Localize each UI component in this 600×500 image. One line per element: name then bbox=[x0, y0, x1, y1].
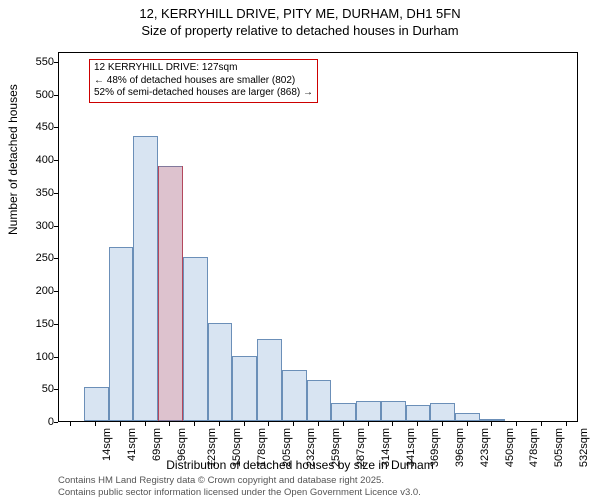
annotation-box: 12 KERRYHILL DRIVE: 127sqm ← 48% of deta… bbox=[89, 59, 318, 103]
histogram-bar bbox=[84, 387, 109, 421]
histogram-bar bbox=[109, 247, 134, 421]
footer-attribution: Contains HM Land Registry data © Crown c… bbox=[58, 475, 421, 498]
chart-container: 12, KERRYHILL DRIVE, PITY ME, DURHAM, DH… bbox=[0, 0, 600, 500]
y-tick-label: 200 bbox=[24, 285, 54, 297]
histogram-bar bbox=[430, 403, 455, 421]
x-tick-mark bbox=[120, 422, 121, 426]
x-tick-mark bbox=[442, 422, 443, 426]
title-block: 12, KERRYHILL DRIVE, PITY ME, DURHAM, DH… bbox=[0, 0, 600, 40]
y-tick-label: 500 bbox=[24, 89, 54, 101]
x-tick-mark bbox=[169, 422, 170, 426]
x-tick-label: 69sqm bbox=[151, 428, 163, 461]
histogram-bar bbox=[480, 419, 505, 421]
footer-line2: Contains public sector information licen… bbox=[58, 487, 421, 498]
histogram-bar bbox=[208, 323, 233, 421]
x-tick-label: 41sqm bbox=[126, 428, 138, 461]
title-subtitle: Size of property relative to detached ho… bbox=[0, 23, 600, 40]
y-tick-label: 100 bbox=[24, 351, 54, 363]
histogram-bar bbox=[282, 370, 307, 421]
y-axis-label: Number of detached houses bbox=[6, 84, 20, 235]
x-tick-mark bbox=[194, 422, 195, 426]
x-tick-mark bbox=[95, 422, 96, 426]
y-tick-label: 50 bbox=[24, 383, 54, 395]
annotation-line3: 52% of semi-detached houses are larger (… bbox=[94, 87, 313, 100]
y-tick-label: 550 bbox=[24, 56, 54, 68]
x-tick-mark bbox=[318, 422, 319, 426]
y-tick-label: 0 bbox=[24, 416, 54, 428]
x-tick-label: 14sqm bbox=[101, 428, 113, 461]
histogram-bar bbox=[406, 405, 431, 421]
y-tick-label: 250 bbox=[24, 252, 54, 264]
x-tick-mark bbox=[417, 422, 418, 426]
histogram-bar bbox=[257, 339, 282, 421]
x-axis-label: Distribution of detached houses by size … bbox=[0, 458, 600, 472]
y-tick-label: 400 bbox=[24, 154, 54, 166]
histogram-bar bbox=[381, 401, 406, 421]
histogram-bar bbox=[455, 413, 480, 421]
annotation-line1: 12 KERRYHILL DRIVE: 127sqm bbox=[94, 62, 313, 75]
y-tick-label: 350 bbox=[24, 187, 54, 199]
histogram-bar bbox=[232, 356, 257, 421]
x-tick-mark bbox=[368, 422, 369, 426]
x-tick-mark bbox=[244, 422, 245, 426]
x-tick-mark bbox=[293, 422, 294, 426]
highlight-column bbox=[158, 166, 183, 421]
x-tick-mark bbox=[516, 422, 517, 426]
x-tick-mark bbox=[70, 422, 71, 426]
annotation-line2: ← 48% of detached houses are smaller (80… bbox=[94, 75, 313, 88]
x-tick-mark bbox=[343, 422, 344, 426]
x-tick-mark bbox=[467, 422, 468, 426]
x-tick-mark bbox=[392, 422, 393, 426]
y-tick-mark bbox=[54, 422, 58, 423]
x-tick-mark bbox=[219, 422, 220, 426]
histogram-bar bbox=[356, 401, 381, 421]
y-tick-label: 450 bbox=[24, 121, 54, 133]
x-tick-mark bbox=[145, 422, 146, 426]
histogram-bar bbox=[133, 136, 158, 421]
x-tick-mark bbox=[566, 422, 567, 426]
plot-area: 12 KERRYHILL DRIVE: 127sqm ← 48% of deta… bbox=[58, 52, 578, 422]
y-tick-label: 150 bbox=[24, 318, 54, 330]
x-tick-mark bbox=[268, 422, 269, 426]
x-tick-mark bbox=[541, 422, 542, 426]
histogram-bar bbox=[183, 257, 208, 421]
histogram-bar bbox=[331, 403, 356, 421]
x-tick-label: 96sqm bbox=[176, 428, 188, 461]
histogram-bar bbox=[307, 380, 332, 421]
title-address: 12, KERRYHILL DRIVE, PITY ME, DURHAM, DH… bbox=[0, 6, 600, 23]
x-tick-mark bbox=[491, 422, 492, 426]
footer-line1: Contains HM Land Registry data © Crown c… bbox=[58, 475, 421, 486]
y-tick-label: 300 bbox=[24, 220, 54, 232]
